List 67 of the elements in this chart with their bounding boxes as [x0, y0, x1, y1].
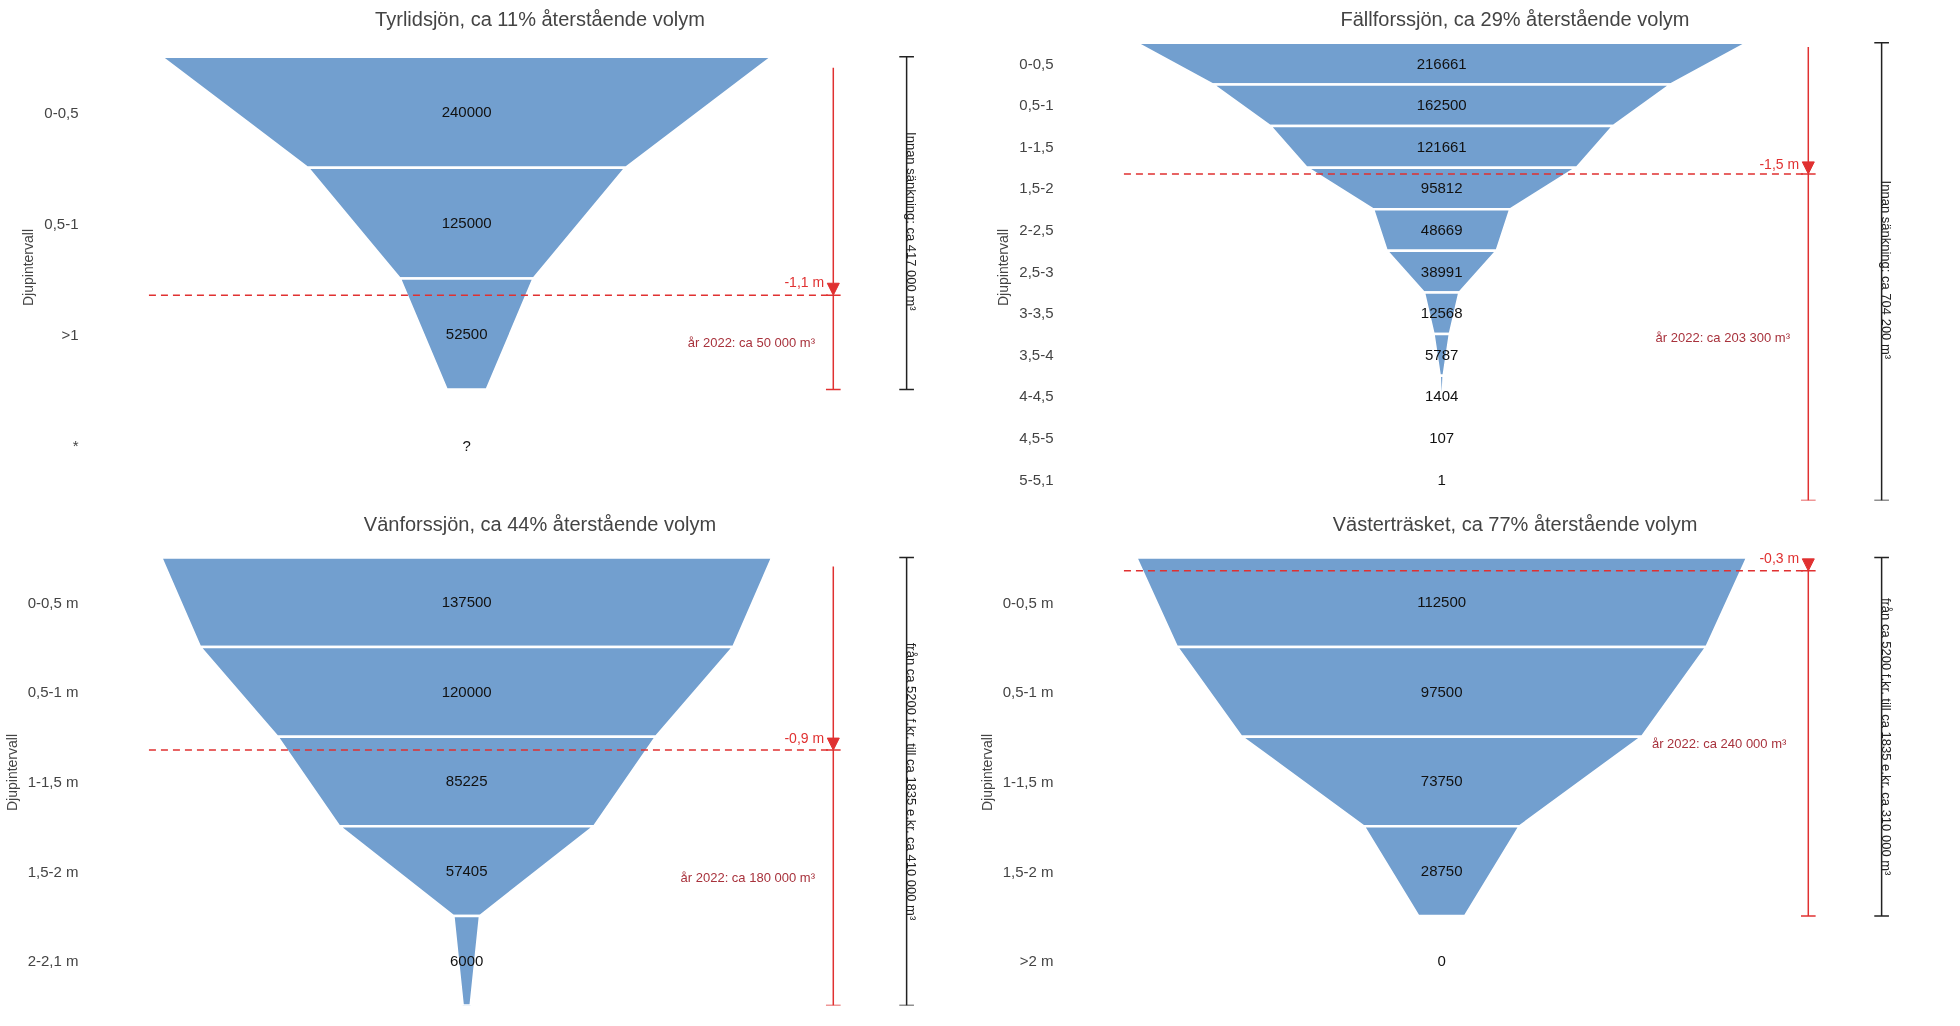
data-label: 1404 [1424, 387, 1459, 405]
category-label: 0,5-1 m [1002, 683, 1054, 701]
text: Innan sänkning: ca 417 000 m³ [903, 132, 919, 312]
category-label: * [72, 436, 79, 454]
text: Västerträsket, ca 77% återstående volym [1332, 512, 1698, 535]
text: -1,5 m [1759, 155, 1800, 172]
text: Djupintervall [20, 228, 37, 307]
data-label: 216661 [1416, 54, 1467, 72]
text: Vänforssjön, ca 44% återstående volym [363, 512, 717, 535]
category-label: 1-1,5 m [27, 772, 79, 790]
category-label: 1,5-2 m [27, 862, 79, 880]
category-label: 1,5-2 m [1002, 862, 1054, 880]
category-label: 1-1,5 m [1002, 772, 1054, 790]
text: Djupintervall [978, 733, 995, 812]
category-label: 2,5-3 [1019, 262, 1054, 280]
data-label: 112500 [1417, 593, 1467, 611]
data-label: 0 [1437, 951, 1446, 969]
data-label: 125000 [441, 214, 492, 232]
category-label: 0,5-1 [44, 214, 79, 232]
category-label: 2-2,5 [1019, 221, 1054, 239]
text: år 2022: ca 50 000 m³ [687, 334, 816, 350]
text: Innan sänkning: ca 704 200 m³ [1878, 180, 1894, 360]
text: -0,9 m [784, 729, 825, 746]
category-label: 3-3,5 [1019, 304, 1054, 322]
data-label: 28750 [1420, 862, 1463, 880]
data-label: 38991 [1420, 262, 1463, 280]
data-label: 95812 [1420, 179, 1463, 197]
category-label: 3,5-4 [1019, 345, 1054, 363]
data-label: 121661 [1416, 137, 1467, 155]
data-label: 73750 [1420, 772, 1463, 790]
text: år 2022: ca 180 000 m³ [680, 870, 816, 886]
category-label: 1,5-2 [1019, 179, 1054, 197]
text: år 2022: ca 240 000 m³ [1651, 735, 1788, 751]
category-label: 2-2,1 m [27, 952, 79, 970]
category-label: 0-0,5 m [27, 593, 79, 611]
category-label: 0-0,5 [44, 103, 79, 121]
data-label: 107 [1429, 429, 1455, 447]
text: -0,3 m [1759, 550, 1800, 567]
text: Fällforssjön, ca 29% återstående volym [1340, 7, 1690, 30]
category-label: 0-0,5 [1019, 54, 1054, 72]
data-label: 52500 [445, 325, 488, 343]
data-label: 1 [1437, 470, 1446, 488]
category-label: 1-1,5 [1019, 137, 1054, 155]
data-label: 85225 [445, 772, 488, 790]
text: Tyrlidsjön, ca 11% återstående volym [375, 7, 705, 30]
category-label: >2 m [1019, 952, 1054, 970]
data-label: 137500 [441, 593, 492, 611]
category-label: >1 [61, 325, 79, 343]
data-label: 120000 [441, 682, 492, 700]
category-label: 0-0,5 m [1002, 593, 1054, 611]
text: år 2022: ca 203 300 m³ [1655, 329, 1791, 345]
data-label: 97500 [1420, 682, 1463, 700]
data-label: 162500 [1416, 96, 1467, 114]
category-label: 4,5-5 [1019, 429, 1054, 447]
text: Djupintervall [3, 733, 20, 812]
text: Djupintervall [995, 228, 1012, 307]
category-label: 4-4,5 [1019, 387, 1054, 405]
text: från ca 5200 f.kr. till ca 1835 e.kr. ca 310 000 m³ [1878, 597, 1894, 877]
data-label: 48669 [1420, 221, 1463, 239]
text: -1,1 m [784, 273, 825, 290]
data-label: 240000 [441, 103, 492, 121]
category-label: 0,5-1 m [27, 683, 79, 701]
text: från ca 5200 f.kr. till ca 1835 e.kr. ca 410 000 m³ [903, 642, 919, 921]
data-label: 57405 [445, 862, 488, 880]
data-label: ? [462, 436, 471, 454]
category-label: 0,5-1 [1019, 96, 1054, 114]
category-label: 5-5,1 [1019, 470, 1054, 488]
